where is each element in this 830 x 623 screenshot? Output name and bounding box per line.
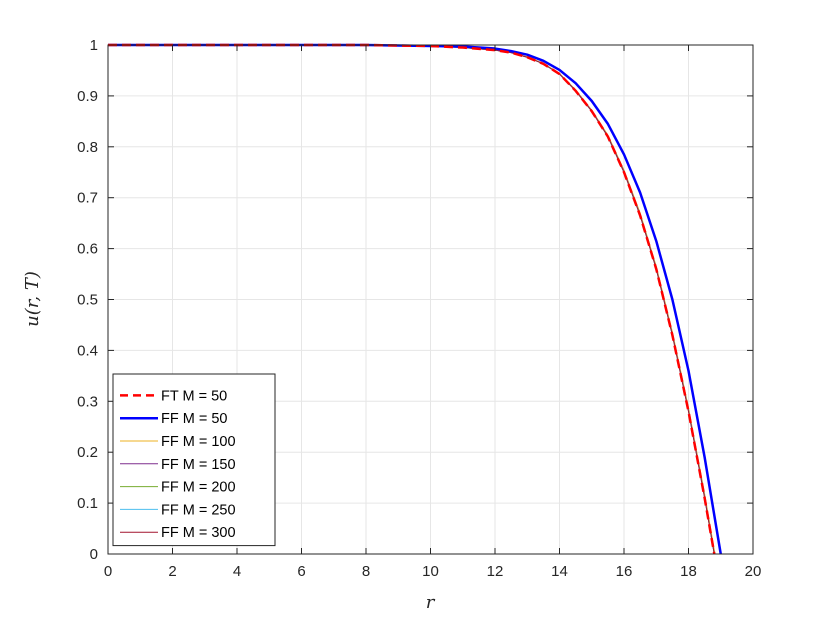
series-line-ft-m-50 (108, 43, 716, 555)
y-tick-label: 0.8 (77, 139, 98, 156)
legend-label: FF M = 250 (161, 502, 236, 518)
legend-label: FF M = 300 (161, 525, 236, 541)
legend-label: FF M = 50 (161, 411, 227, 427)
x-tick-label: 14 (551, 563, 568, 580)
x-tick-label: 8 (362, 563, 370, 580)
x-axis-label: r (426, 592, 436, 613)
x-tick-label: 12 (487, 563, 504, 580)
y-axis-label: u(r, T) (22, 271, 43, 327)
x-tick-label: 16 (616, 563, 633, 580)
y-tick-label: 0.9 (77, 88, 98, 105)
y-tick-label: 0.3 (77, 393, 98, 410)
x-tick-label: 2 (168, 563, 176, 580)
x-tick-label: 6 (297, 563, 305, 580)
x-tick-label: 4 (233, 563, 241, 580)
y-tick-label: 0.5 (77, 292, 98, 309)
x-tick-label: 0 (104, 563, 112, 580)
y-tick-label: 0.6 (77, 241, 98, 258)
tick-labels: 0 2 4 6 8 10 12 14 16 18 20 0 0.1 0.2 0.3 0.4 0.5 0.6 0.7 0… (77, 37, 761, 580)
x-tick-label: 18 (680, 563, 697, 580)
legend-label: FF M = 100 (161, 434, 236, 450)
y-tick-label: 0.4 (77, 342, 98, 359)
legend-label: FT M = 50 (161, 388, 227, 404)
y-tick-label: 0.2 (77, 444, 98, 461)
y-tick-label: 1 (90, 37, 98, 54)
y-tick-label: 0.7 (77, 190, 98, 207)
ticks (107, 44, 754, 555)
x-tick-label: 10 (422, 563, 439, 580)
legend: FT M = 50 FF M = 50 FF M = 100 FF M = 150 FF… (112, 373, 276, 547)
y-tick-label: 0.1 (77, 495, 98, 512)
y-tick-label: 0 (90, 546, 98, 563)
legend-label: FF M = 150 (161, 457, 236, 473)
legend-label: FF M = 200 (161, 480, 236, 496)
legend-box (112, 373, 276, 547)
x-tick-label: 20 (745, 563, 762, 580)
